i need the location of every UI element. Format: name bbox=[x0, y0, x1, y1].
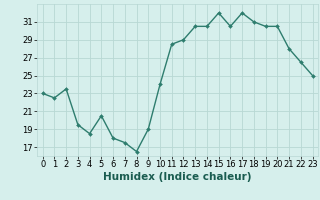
X-axis label: Humidex (Indice chaleur): Humidex (Indice chaleur) bbox=[103, 172, 252, 182]
